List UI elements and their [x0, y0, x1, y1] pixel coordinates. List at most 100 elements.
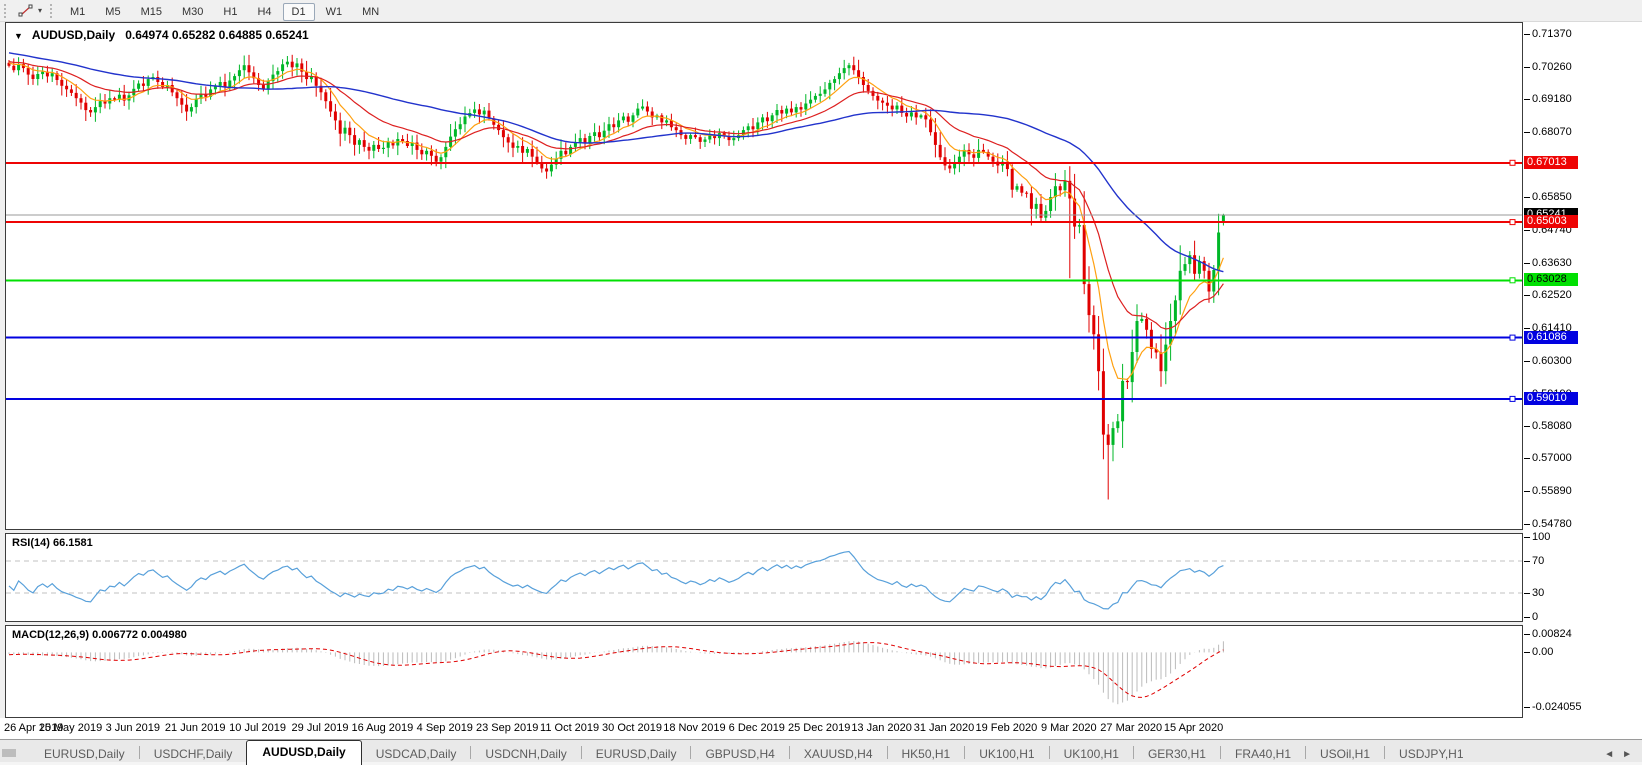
- macd-signal-line: [8, 642, 1224, 698]
- toolbar-grip-2[interactable]: [50, 3, 55, 18]
- chart-tab-fra40-h1[interactable]: FRA40,H1: [1234, 747, 1292, 761]
- hline-price-tag: 0.61086: [1524, 330, 1578, 344]
- hline-price-tag: 0.59010: [1524, 391, 1578, 405]
- macd-tick: 0.00: [1523, 646, 1554, 659]
- timeframe-button-m15[interactable]: M15: [140, 5, 162, 18]
- chart-tab-usdcad-daily[interactable]: USDCAD,Daily: [375, 747, 457, 761]
- price-tick: 0.60300: [1524, 354, 1572, 367]
- timeframe-button-d1[interactable]: D1: [282, 2, 315, 21]
- date-label: 30 Oct 2019: [602, 722, 662, 734]
- hline-price-tag: 0.65003: [1524, 215, 1578, 229]
- macd-canvas[interactable]: [6, 626, 1522, 717]
- chart-tab-uk100-h1[interactable]: UK100,H1: [1063, 747, 1119, 761]
- tab-separator: [964, 746, 966, 759]
- hline-price-tag: 0.67013: [1524, 155, 1578, 169]
- tab-separator: [886, 746, 888, 759]
- rsi-tick: 0: [1523, 611, 1539, 623]
- date-label: 26 Apr 2019: [4, 722, 64, 734]
- tab-separator: [1132, 746, 1134, 759]
- chart-symbol: AUDUSD,Daily: [31, 28, 116, 42]
- tab-separator: [690, 746, 692, 759]
- price-tick: 0.57000: [1524, 452, 1572, 465]
- price-tick: 0.68070: [1524, 125, 1572, 138]
- tab-scroll-left-icon[interactable]: ◄: [1604, 749, 1615, 760]
- rsi-tick: 70: [1523, 555, 1545, 567]
- symbol-dropdown-icon[interactable]: ▼: [14, 31, 23, 41]
- tab-separator: [138, 746, 140, 759]
- timeframe-button-mn[interactable]: MN: [362, 5, 380, 18]
- chart-tab-usdjpy-h1[interactable]: USDJPY,H1: [1399, 747, 1464, 761]
- price-tick: 0.55890: [1524, 484, 1572, 497]
- horizontal-lines-layer[interactable]: [6, 159, 1522, 402]
- date-label: 9 Mar 2020: [1040, 722, 1097, 734]
- date-label: 29 Jul 2019: [291, 722, 349, 734]
- timeframe-button-h1[interactable]: H1: [223, 5, 238, 18]
- candles-layer: [7, 54, 1225, 500]
- price-tick: 0.58080: [1524, 420, 1572, 433]
- date-label: 31 Jan 2020: [913, 722, 975, 734]
- timeframe-button-m1[interactable]: M1: [70, 5, 86, 18]
- line-tool-button[interactable]: ▾: [14, 2, 46, 20]
- date-label: 13 Jan 2020: [851, 722, 912, 734]
- price-tick: 0.70260: [1524, 60, 1572, 73]
- hline-price-tag: 0.63028: [1524, 273, 1578, 287]
- chart-tab-ger30-h1[interactable]: GER30,H1: [1147, 747, 1206, 761]
- timeframe-button-m30[interactable]: M30: [181, 5, 204, 18]
- timeframe-button-w1[interactable]: W1: [325, 5, 343, 18]
- price-tick: 0.65850: [1524, 191, 1572, 204]
- tab-separator: [580, 746, 582, 759]
- date-label: 27 Mar 2020: [1100, 722, 1163, 734]
- price-axis: 0.713700.702600.691800.680700.669600.658…: [1523, 22, 1642, 739]
- date-label: 23 Sep 2019: [475, 722, 539, 734]
- date-label: 3 Jun 2019: [105, 722, 161, 734]
- toolbar-grip[interactable]: [4, 3, 9, 18]
- tab-separator: [1219, 746, 1221, 759]
- tab-separator: [788, 746, 790, 759]
- rsi-canvas[interactable]: [6, 534, 1522, 621]
- chart-tab-audusd-daily[interactable]: AUDUSD,Daily: [246, 740, 362, 765]
- macd-tick: -0.024055: [1524, 700, 1582, 713]
- rsi-indicator-panel: RSI(14) 66.1581: [5, 533, 1523, 622]
- chart-tab-uk100-h1[interactable]: UK100,H1: [979, 747, 1035, 761]
- main-chart-panel: ▼ AUDUSD,Daily 0.64974 0.65282 0.64885 0…: [5, 22, 1523, 530]
- tab-separator: [470, 746, 472, 759]
- date-label: 6 Dec 2019: [728, 722, 785, 734]
- date-label: 18 Nov 2019: [663, 722, 726, 734]
- rsi-tick: 100: [1523, 531, 1551, 543]
- price-tick: 0.69180: [1524, 92, 1572, 105]
- chart-tab-xauusd-h4[interactable]: XAUUSD,H4: [803, 747, 873, 761]
- chart-tab-usoil-h1[interactable]: USOil,H1: [1320, 747, 1371, 761]
- timeframe-button-m5[interactable]: M5: [105, 5, 121, 18]
- chart-ohlc-values: 0.64974 0.65282 0.64885 0.65241: [125, 28, 309, 42]
- macd-label: MACD(12,26,9) 0.006772 0.004980: [12, 629, 187, 641]
- rsi-tick: 30: [1523, 587, 1545, 599]
- tab-separator: [1384, 746, 1386, 759]
- price-tick: 0.62520: [1524, 289, 1572, 302]
- price-tick: 0.71370: [1524, 28, 1572, 41]
- chart-tab-gbpusd-h4[interactable]: GBPUSD,H4: [705, 747, 775, 761]
- date-label: 15 Apr 2020: [1163, 722, 1224, 734]
- tool-dropdown-caret-icon[interactable]: ▾: [38, 6, 43, 15]
- date-axis: 26 Apr 2019 15 May 2019 3 Jun 2019 21 Jun 2…: [0, 718, 1523, 739]
- chart-tab-usdcnh-daily[interactable]: USDCNH,Daily: [485, 747, 567, 761]
- date-label: 10 Jul 2019: [229, 722, 287, 734]
- line-tool-icon: [18, 4, 33, 16]
- chart-tab-bar: EURUSD,Daily USDCHF,Daily AUDUSD,Daily USDC…: [0, 739, 1642, 765]
- chart-tab-usdchf-daily[interactable]: USDCHF,Daily: [153, 747, 233, 761]
- ma-fast-line: [8, 62, 1224, 381]
- price-chart-canvas[interactable]: [6, 23, 1522, 529]
- macd-histogram: [8, 641, 1224, 705]
- ma-medium-line: [8, 61, 1224, 330]
- tabbar-notch: [2, 749, 16, 757]
- timeframe-button-h4[interactable]: H4: [257, 5, 272, 18]
- chart-tab-eurusd-daily[interactable]: EURUSD,Daily: [595, 747, 677, 761]
- date-label: 25 Dec 2019: [787, 722, 851, 734]
- chart-tab-hk50-h1[interactable]: HK50,H1: [901, 747, 951, 761]
- date-label: 11 Oct 2019: [540, 722, 600, 734]
- tab-scroll-arrows: ◄ ►: [1604, 749, 1632, 760]
- chart-tabs: EURUSD,Daily USDCHF,Daily AUDUSD,Daily USDC…: [30, 740, 1478, 765]
- chart-tab-eurusd-daily[interactable]: EURUSD,Daily: [44, 747, 125, 761]
- tab-separator: [1048, 746, 1050, 759]
- tab-scroll-right-icon[interactable]: ►: [1622, 749, 1632, 760]
